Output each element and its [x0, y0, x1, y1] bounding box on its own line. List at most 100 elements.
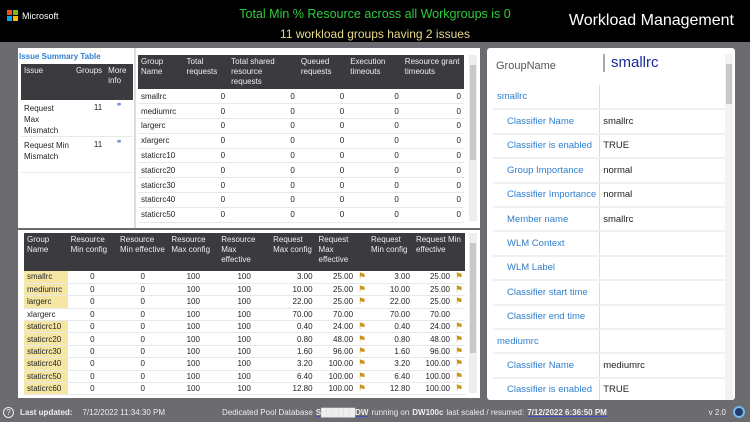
table-row: mediumrc 0 0 0 0 0	[138, 103, 464, 120]
column-header[interactable]: Issue	[21, 64, 73, 100]
table-row: smallrc 0 0 100 100 3.00 25.00 ⚑ 3.00 25.00 ⚑	[24, 271, 465, 284]
value-cell: 100.00	[412, 370, 453, 384]
detail-value: normal	[599, 182, 729, 208]
detail-key: Member name	[493, 206, 601, 233]
flag-icon: ⚑	[455, 333, 464, 344]
value-cell: 0	[347, 133, 402, 149]
divider	[134, 48, 136, 228]
section-name: mediumrc	[493, 328, 601, 355]
issue-name: Request Max Mismatch	[21, 100, 73, 137]
table-row: staticrc20 0 0 100 100 0.80 48.00 ⚑ 0.80 48.00 ⚑	[24, 332, 465, 346]
value-cell: 0	[401, 162, 464, 179]
issue-summary-table: Issue Groups More info Request Max Mismatch…	[21, 64, 133, 173]
detail-key: WLM Context	[493, 231, 601, 257]
scaled-time-link[interactable]: 7/12/2022 6:36:50 PM	[527, 407, 607, 417]
details-scrollbar[interactable]	[725, 54, 733, 400]
group-name-cell: xlargerc	[138, 133, 184, 149]
value-cell: 0	[401, 177, 464, 194]
table-row: xlargerc 0 0 100 100 70.00 70.00 70.00 70.00	[24, 308, 465, 322]
section-name: smallrc	[493, 85, 601, 111]
group-name-cell: staticrc50	[24, 370, 68, 384]
value-cell: 0	[228, 118, 298, 134]
config-scrollbar[interactable]	[469, 233, 477, 393]
value-cell: 0.80	[368, 332, 413, 346]
flag-icon: ⚑	[455, 346, 464, 357]
flag-icon: ⚑	[358, 321, 367, 332]
value-cell: 0	[117, 283, 169, 297]
table-row: smallrc 0 0 0 0 0	[138, 89, 464, 105]
value-cell: 1.60	[270, 345, 316, 359]
value-cell: 0	[228, 207, 298, 223]
requests-scrollbar[interactable]	[469, 55, 477, 221]
value-cell: 100	[218, 320, 271, 334]
value-cell: 24.00	[412, 320, 453, 334]
value-cell: 25.00	[315, 283, 357, 297]
value-cell: 100.00	[315, 357, 357, 371]
detail-value: smallrc	[599, 109, 729, 135]
value-cell: 0	[117, 320, 169, 334]
value-cell: 0	[228, 103, 298, 120]
pool-label: Dedicated Pool Database	[222, 407, 313, 417]
value-cell: 0	[401, 207, 464, 223]
value-cell: 0	[67, 345, 118, 359]
value-cell: 0	[228, 192, 298, 208]
value-cell: 0	[347, 118, 402, 134]
value-cell: 100.00	[412, 357, 453, 371]
value-cell: 0	[183, 177, 229, 194]
value-cell: 0	[183, 148, 229, 164]
detail-value	[599, 255, 729, 282]
value-cell: 0	[228, 177, 298, 194]
help-icon[interactable]: ?	[3, 406, 14, 418]
table-row: staticrc40 0 0 100 100 3.20 100.00 ⚑ 3.20 100.00 ⚑	[24, 357, 465, 371]
column-header: Resource grant timeouts	[401, 55, 464, 89]
value-cell: 0	[183, 192, 229, 208]
value-cell: 3.00	[270, 271, 316, 284]
link-icon[interactable]: ⚭	[105, 136, 133, 173]
column-header-sorted: Resource Max effective	[218, 233, 271, 271]
divider	[603, 54, 605, 72]
table-row: staticrc50 0 0 0 0 0	[138, 207, 464, 223]
value-cell: 0	[67, 382, 118, 396]
flag-icon: ⚑	[358, 296, 367, 307]
value-cell: 25.00	[412, 271, 453, 284]
group-name-cell: staticrc60	[24, 382, 68, 396]
search-icon[interactable]	[733, 406, 745, 418]
value-cell: 0.40	[368, 320, 413, 334]
value-cell: 0	[297, 133, 348, 149]
value-cell: 0	[228, 148, 298, 164]
value-cell: 0	[228, 133, 298, 149]
value-cell: 0	[297, 148, 348, 164]
value-cell: 0	[297, 162, 348, 179]
value-cell: 0	[117, 382, 169, 396]
link-icon[interactable]: ⚭	[105, 100, 133, 137]
table-row: xlargerc 0 0 0 0 0	[138, 133, 464, 149]
value-cell: 0	[297, 103, 348, 120]
issue-name: Request Min Mismatch	[21, 136, 73, 173]
issue-summary-title: Issue Summary Table	[19, 52, 101, 61]
last-updated-label: Last updated:	[20, 407, 73, 417]
database-name-link[interactable]: S██████DW	[315, 407, 369, 417]
detail-row: Classifier Importance normal	[493, 182, 729, 208]
groupname-label: GroupName	[496, 60, 556, 72]
group-name-cell: staticrc40	[138, 192, 184, 208]
table-row: largerc 0 0 100 100 22.00 25.00 ⚑ 22.00 25.00 ⚑	[24, 295, 465, 309]
detail-key: Classifier Name	[493, 109, 601, 135]
value-cell: 100.00	[412, 382, 453, 396]
table-row: staticrc60 0 0 100 100 12.80 100.00 ⚑ 12.80 100.0…	[24, 382, 465, 396]
detail-row: Classifier is enabled TRUE	[493, 377, 729, 400]
app-title: Workload Management	[568, 12, 734, 29]
scaled-label: last scaled / resumed:	[446, 407, 525, 417]
flag-icon: ⚑	[358, 370, 367, 381]
detail-key: Classifier start time	[493, 280, 601, 306]
column-header: Groups	[72, 64, 106, 100]
group-name-cell: smallrc	[138, 89, 184, 105]
detail-key: Classifier is enabled	[493, 377, 601, 400]
flag-icon: ⚑	[358, 346, 367, 357]
column-header: Resource Min effective	[117, 233, 169, 271]
column-header: Group Name	[24, 233, 68, 271]
value-cell: 0	[183, 162, 229, 179]
table-row: mediumrc 0 0 100 100 10.00 25.00 ⚑ 10.00 25.00 ⚑	[24, 283, 465, 297]
value-cell: 0	[117, 345, 169, 359]
section-row: mediumrc	[493, 328, 729, 355]
detail-value	[599, 304, 729, 330]
